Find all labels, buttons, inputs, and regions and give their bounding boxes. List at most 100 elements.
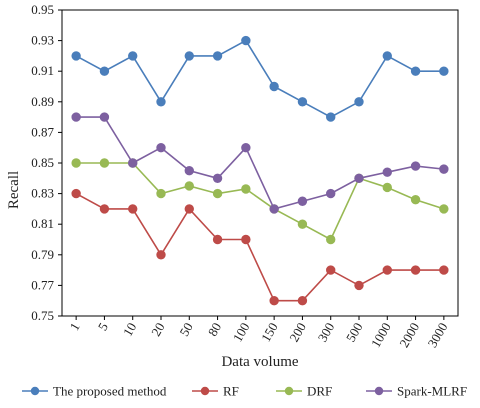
data-point (269, 204, 279, 214)
data-point (128, 51, 138, 61)
legend-label: RF (223, 384, 239, 399)
data-point (326, 234, 336, 245)
data-point (241, 143, 251, 153)
x-tick-label: 3000 (424, 320, 450, 350)
y-tick-label: 0.89 (31, 94, 54, 109)
y-tick-label: 0.75 (31, 308, 54, 323)
data-point (382, 182, 392, 193)
y-tick-label: 0.79 (31, 247, 54, 262)
x-tick-label: 200 (286, 320, 309, 344)
legend-label: DRF (307, 384, 332, 399)
y-tick-label: 0.83 (31, 186, 54, 201)
y-axis-title: Recall (6, 171, 22, 209)
legend-marker (200, 386, 210, 396)
x-tick-label: 500 (343, 320, 366, 344)
data-point (241, 35, 251, 46)
data-point (156, 250, 166, 260)
series-spark-mlrf (71, 112, 449, 214)
data-point (439, 204, 449, 214)
data-point (241, 234, 251, 245)
data-point (156, 188, 166, 199)
data-point (71, 112, 81, 122)
y-tick-label: 0.87 (31, 124, 54, 139)
data-point (156, 97, 166, 107)
data-point (297, 296, 308, 306)
data-point (354, 97, 364, 107)
data-point (99, 66, 110, 76)
data-point (212, 173, 223, 184)
data-point (71, 188, 81, 199)
data-point (184, 165, 194, 176)
series-line (75, 39, 444, 119)
data-point (241, 184, 251, 194)
y-tick-label: 0.77 (31, 277, 54, 292)
series-line (76, 116, 444, 210)
data-point (99, 158, 110, 168)
data-point (184, 51, 194, 61)
legend-item: RF (192, 384, 239, 399)
x-tick-label: 5 (95, 320, 111, 333)
legend-item: The proposed method (22, 384, 167, 399)
data-point (128, 158, 138, 168)
y-tick-label: 0.93 (31, 33, 54, 48)
data-point (410, 195, 421, 205)
x-tick-label: 100 (230, 320, 253, 344)
data-point (410, 66, 421, 76)
data-point (99, 204, 110, 214)
data-point (184, 204, 194, 214)
data-point (439, 66, 449, 76)
data-point (212, 234, 223, 245)
x-tick-label: 2000 (396, 320, 422, 350)
data-point (382, 51, 392, 61)
legend-marker (284, 386, 294, 396)
x-tick-label: 1 (67, 320, 83, 333)
x-tick-label: 1000 (368, 320, 394, 350)
legend-marker (374, 386, 384, 396)
data-point (354, 280, 364, 291)
data-point (326, 112, 336, 122)
data-point (326, 265, 336, 275)
x-tick-label: 50 (176, 320, 195, 339)
y-tick-label: 0.81 (31, 216, 54, 231)
data-point (354, 173, 364, 184)
x-tick-label: 300 (315, 320, 338, 344)
x-tick-label: 20 (148, 320, 167, 339)
data-point (71, 51, 81, 61)
data-point (410, 161, 421, 171)
data-point (128, 204, 138, 214)
data-point (184, 181, 194, 191)
data-point (297, 97, 308, 107)
y-tick-label: 0.91 (31, 63, 54, 78)
legend-label: The proposed method (53, 384, 167, 399)
data-point (212, 51, 223, 61)
x-tick-label: 150 (258, 320, 281, 344)
data-point (410, 265, 421, 275)
series-line (75, 192, 444, 302)
data-point (439, 164, 449, 174)
data-point (99, 112, 110, 122)
data-point (326, 188, 336, 199)
legend-item: Spark-MLRF (366, 384, 467, 399)
y-tick-label: 0.95 (31, 2, 54, 17)
x-tick-label: 10 (120, 320, 139, 339)
data-point (439, 265, 449, 275)
legend-marker (30, 386, 40, 396)
legend-item: DRF (276, 384, 332, 399)
legend: The proposed method RF DRF Spark-MLRF (22, 384, 467, 399)
data-point (156, 143, 166, 153)
legend-label: Spark-MLRF (397, 384, 467, 399)
data-point (71, 158, 81, 168)
series-the-proposed-method (71, 35, 449, 122)
series-line (76, 162, 445, 241)
x-axis-title: Data volume (221, 354, 298, 370)
data-point (269, 296, 279, 306)
x-tick-label: 80 (205, 320, 224, 339)
data-point (297, 219, 308, 229)
data-point (382, 265, 392, 275)
series-rf (71, 188, 449, 306)
data-point (269, 81, 279, 92)
data-point (212, 188, 223, 199)
data-point (382, 167, 392, 177)
y-tick-label: 0.85 (31, 155, 54, 170)
